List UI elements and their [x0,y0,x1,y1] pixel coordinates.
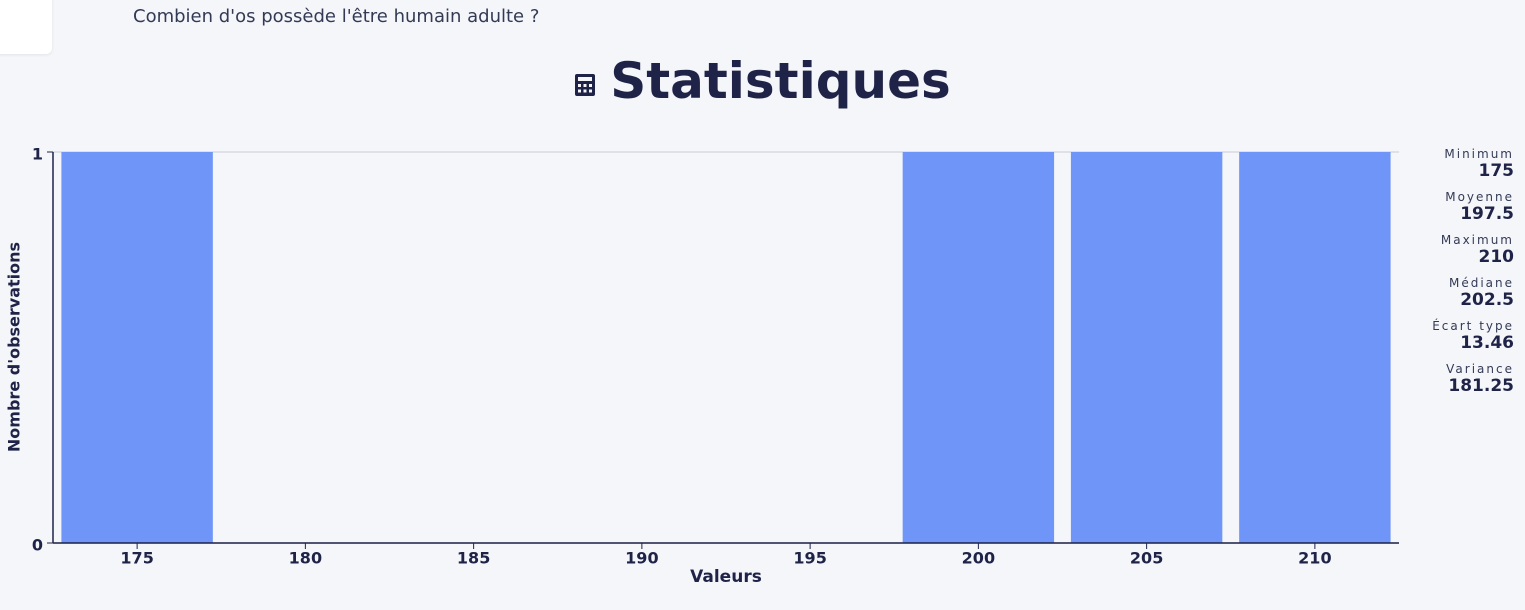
stat-value: 175 [1478,161,1515,181]
stat-value: 197.5 [1460,204,1514,224]
stat-value: 13.46 [1460,333,1514,353]
x-tick-label: 190 [625,549,658,568]
stat: Maximum 210 [1424,233,1514,267]
stat: Variance 181.25 [1424,362,1514,396]
question: Combien d'os possède l'être humain adult… [133,6,540,27]
stat-label: Moyenne [1445,190,1514,204]
bar [1070,152,1223,543]
stat-label: Écart type [1432,319,1514,333]
stat: Écart type 13.46 [1424,319,1514,353]
chart: Nombre d'observations Valeurs 0 1 175 180 18… [5,145,1399,587]
stat-value: 181.25 [1448,376,1514,396]
x-tick-label: 185 [457,549,490,568]
stat-value: 202.5 [1460,290,1514,310]
stat-label: Variance [1446,362,1514,376]
stat: Médiane 202.5 [1424,276,1514,310]
x-tick-label: 210 [1298,549,1331,568]
y-tick-label: 1 [32,145,43,164]
card[interactable] [0,0,52,54]
stats-panel: Minimum 175 Moyenne 197.5 Maximum 210 Médiane 2… [1424,147,1514,405]
x-tick-label: 205 [1130,549,1163,568]
stat: Minimum 175 [1424,147,1514,181]
stat-label: Minimum [1444,147,1514,161]
chart-title: Statistiques [610,52,951,110]
x-tick-label: 175 [120,549,153,568]
stat: Moyenne 197.5 [1424,190,1514,224]
bar [902,152,1055,543]
bar [1239,152,1391,543]
stat-label: Maximum [1440,233,1514,247]
x-tick-label: 195 [793,549,826,568]
x-tick-label: 200 [962,549,995,568]
calculator-icon [575,73,596,96]
title: Statistiques [0,52,1525,110]
y-tick-label: 0 [32,536,43,555]
stat-label: Médiane [1448,276,1514,290]
bar [61,152,213,543]
x-axis-label: Valeurs [690,567,762,587]
y-axis-label: Nombre d'observations [5,242,24,452]
x-tick-label: 180 [289,549,322,568]
stat-value: 210 [1478,247,1515,267]
